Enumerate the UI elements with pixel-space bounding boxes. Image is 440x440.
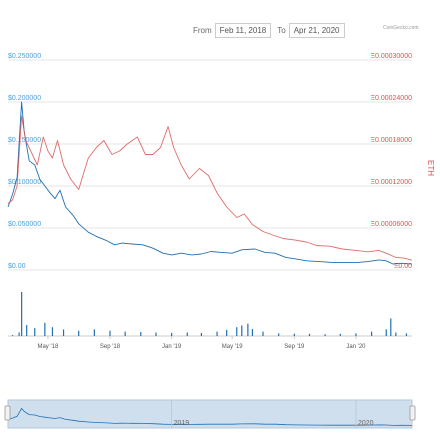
volume-bar bbox=[93, 329, 95, 336]
to-date-input[interactable]: Apr 21, 2020 bbox=[288, 22, 345, 38]
y-right-tick-label: Ξ0.00024000 bbox=[370, 95, 412, 102]
volume-bar bbox=[200, 332, 203, 336]
credit-label: CoinGecko.com bbox=[383, 25, 419, 31]
x-tick-label: Sep '18 bbox=[100, 344, 121, 350]
volume-bar bbox=[395, 332, 397, 336]
volume-bar bbox=[278, 333, 280, 336]
y-right-tick-label: Ξ0.00 bbox=[394, 263, 412, 270]
x-tick-label: May '19 bbox=[222, 344, 243, 350]
volume-bar bbox=[62, 329, 65, 336]
volume-bar bbox=[385, 329, 387, 336]
y-right-tick-label: Ξ0.00030000 bbox=[370, 53, 412, 60]
volume-bar bbox=[324, 334, 326, 336]
volume-bar bbox=[216, 331, 218, 336]
y-right-tick-label: Ξ0.00012000 bbox=[370, 179, 412, 186]
volume-bar bbox=[109, 330, 111, 336]
volume-bar bbox=[51, 327, 54, 336]
date-range-selector: From Feb 11, 2018 To Apr 21, 2020 bbox=[190, 22, 345, 38]
volume-bar bbox=[171, 332, 173, 336]
y-left-tick-label: $0.150000 bbox=[8, 137, 41, 144]
y-left-tick-label: $0.00 bbox=[8, 263, 26, 270]
navigator-year-label: 2020 bbox=[358, 420, 374, 427]
volume-bar bbox=[21, 292, 23, 336]
usd-price-line bbox=[7, 101, 413, 265]
x-tick-label: Sep '19 bbox=[284, 344, 305, 350]
volume-bar bbox=[124, 331, 126, 336]
volume-bar bbox=[262, 331, 264, 336]
y-right-tick-label: Ξ0.00006000 bbox=[370, 221, 412, 228]
y-left-tick-label: $0.250000 bbox=[8, 53, 41, 60]
volume-bar bbox=[226, 329, 228, 336]
volume-bar bbox=[44, 322, 46, 336]
from-date-input[interactable]: Feb 11, 2018 bbox=[214, 22, 272, 38]
navigator-left-handle[interactable] bbox=[4, 405, 11, 421]
volume-bar bbox=[140, 332, 142, 336]
navigator-year-label: 2019 bbox=[174, 420, 190, 427]
x-tick-label: Jan '20 bbox=[346, 344, 366, 350]
volume-bar bbox=[186, 332, 188, 336]
navigator-right-handle[interactable] bbox=[409, 405, 416, 421]
volume-bar bbox=[339, 333, 341, 336]
y-left-tick-label: $0.100000 bbox=[8, 179, 41, 186]
volume-bar bbox=[241, 325, 243, 336]
x-tick-label: May '18 bbox=[37, 344, 58, 350]
y-right-axis-label: ETH bbox=[426, 160, 435, 176]
volume-bar bbox=[78, 330, 80, 336]
to-label: To bbox=[277, 25, 286, 35]
volume-bar bbox=[247, 323, 249, 336]
y-right-tick-label: Ξ0.00018000 bbox=[370, 137, 412, 144]
volume-bar bbox=[18, 332, 20, 336]
x-tick-label: Jan '19 bbox=[162, 344, 182, 350]
y-left-tick-label: $0.050000 bbox=[8, 221, 41, 228]
volume-bar bbox=[390, 318, 392, 336]
volume-bar bbox=[11, 335, 14, 336]
volume-bar bbox=[405, 333, 408, 336]
volume-bar bbox=[371, 331, 373, 336]
volume-bar bbox=[34, 328, 36, 336]
volume-bar bbox=[236, 327, 238, 336]
y-left-tick-label: $0.200000 bbox=[8, 95, 41, 102]
volume-bar bbox=[155, 332, 157, 336]
volume-bar bbox=[293, 333, 295, 336]
navigator-line bbox=[7, 407, 413, 426]
from-label: From bbox=[193, 25, 212, 35]
volume-bar bbox=[251, 328, 254, 336]
volume-bar bbox=[355, 333, 357, 336]
eth-price-line bbox=[7, 115, 413, 261]
volume-bar bbox=[26, 325, 28, 336]
volume-bar bbox=[308, 333, 311, 336]
